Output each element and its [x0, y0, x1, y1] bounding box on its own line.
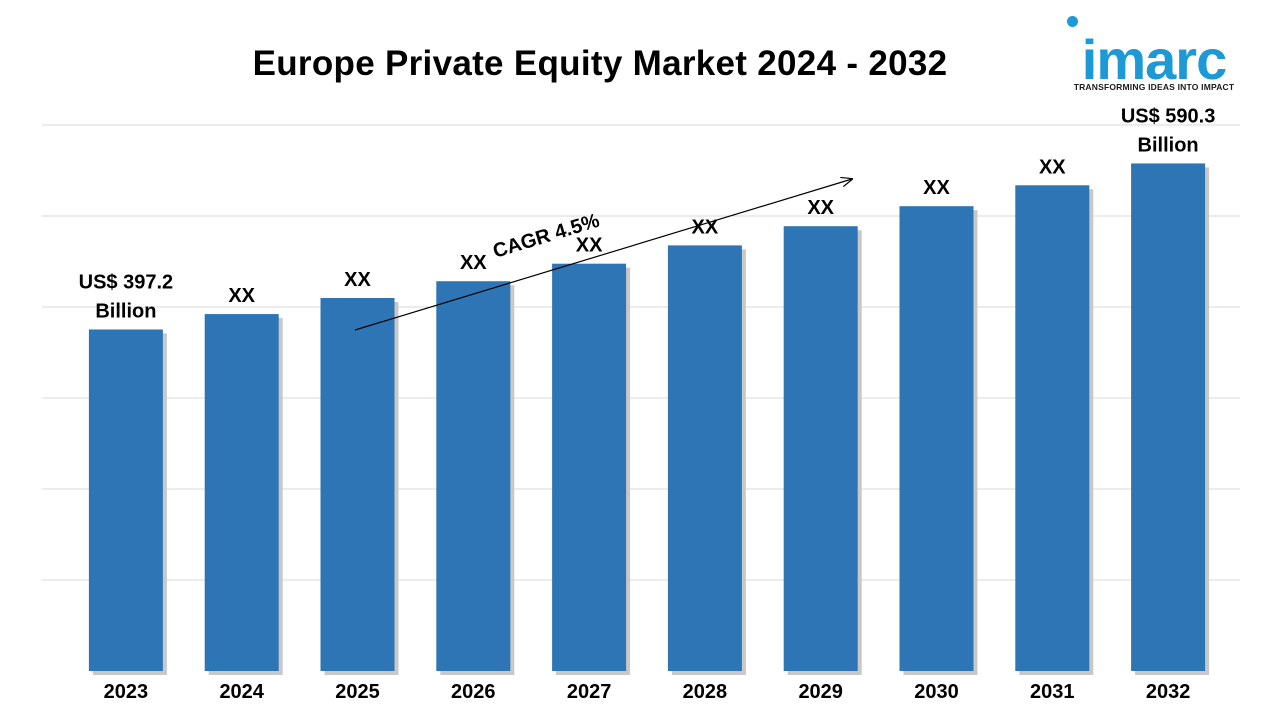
bar-2028 [667, 245, 742, 671]
bar-2023 [88, 329, 163, 671]
bar-2025 [320, 298, 395, 671]
data-label-2027: XX [576, 235, 603, 257]
x-tick-label: 2030 [914, 681, 959, 703]
data-label-2023: US$ 397.2 [79, 271, 174, 293]
x-tick-label: 2023 [104, 681, 149, 703]
x-tick-label: 2032 [1146, 681, 1191, 703]
bar-2032 [1131, 163, 1206, 671]
x-tick-label: 2024 [219, 681, 264, 703]
imarc-logo: imarc TRANSFORMING IDEAS INTO IMPACT [1064, 14, 1244, 98]
x-tick-label: 2031 [1030, 681, 1075, 703]
bar-2029 [783, 226, 858, 671]
logo-wordmark: imarc [1081, 28, 1227, 91]
x-tick-label: 2029 [798, 681, 843, 703]
bar-2026 [436, 281, 511, 671]
data-label-2032: Billion [1138, 134, 1199, 156]
x-tick-label: 2025 [335, 681, 380, 703]
data-label-2025: XX [344, 269, 371, 291]
x-tick-label: 2028 [683, 681, 728, 703]
data-label-2030: XX [923, 177, 950, 199]
x-tick-label: 2027 [567, 681, 612, 703]
logo-tagline: TRANSFORMING IDEAS INTO IMPACT [1073, 82, 1235, 92]
bars [88, 163, 1210, 675]
data-label-2028: XX [692, 216, 719, 238]
data-label-2031: XX [1039, 156, 1066, 178]
data-label-2023: Billion [95, 300, 156, 322]
bar-2027 [552, 263, 627, 671]
data-label-2032: US$ 590.3 [1121, 105, 1216, 127]
x-tick-label: 2026 [451, 681, 496, 703]
x-axis-ticks: 2023 2024 2025 2026 2027 2028 2029 2030 2031 2032 [104, 681, 1191, 703]
chart-title: Europe Private Equity Market 2024 - 2032 [252, 44, 948, 83]
cagr-arrow [354, 179, 852, 331]
data-label-2026: XX [460, 252, 487, 274]
bar-2031 [1015, 185, 1090, 671]
data-label-2029: XX [807, 197, 834, 219]
logo-dot-icon [1067, 16, 1078, 27]
data-label-2024: XX [228, 285, 255, 307]
bar-2030 [899, 206, 974, 671]
bar-2024 [204, 314, 279, 671]
